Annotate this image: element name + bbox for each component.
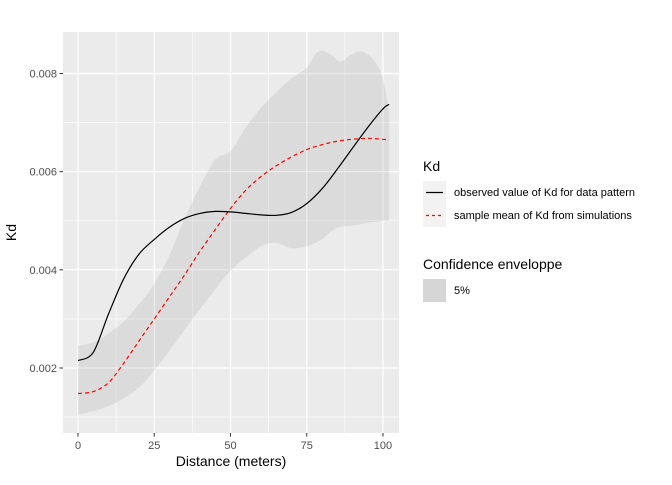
- legend-item-mean: sample mean of Kd from simulations: [423, 204, 668, 227]
- x-tick-label: 0: [75, 440, 81, 452]
- y-tick-label: 0.004: [29, 265, 57, 277]
- confidence-envelope-ribbon: [78, 50, 390, 415]
- x-tick-label: 75: [301, 440, 313, 452]
- legend-label-mean: sample mean of Kd from simulations: [454, 209, 632, 222]
- legend-item-observed: observed value of Kd for data pattern: [423, 181, 668, 204]
- x-tick-label: 50: [224, 440, 236, 452]
- observed-kd-line: [77, 103, 390, 362]
- x-tick-label: 100: [374, 440, 392, 452]
- legend-key-mean-line: [423, 204, 446, 227]
- x-axis-title: Distance (meters): [176, 453, 286, 469]
- legend-item-envelope: 5%: [423, 279, 668, 302]
- legend-gap: [423, 227, 668, 256]
- legend-key-envelope-swatch: [423, 279, 446, 302]
- legend-label-envelope: 5%: [454, 284, 470, 297]
- legend: Kd observed value of Kd for data pattern…: [423, 158, 668, 302]
- panel-layer: [63, 32, 399, 433]
- tick-layer: 0 25 50 75 100 0.002 0.004 0.006 0.008: [29, 68, 392, 452]
- y-tick-label: 0.002: [29, 363, 57, 375]
- legend-title-kd: Kd: [423, 158, 441, 174]
- y-tick-label: 0.008: [29, 68, 57, 80]
- x-tick-label: 25: [148, 440, 160, 452]
- legend-label-observed: observed value of Kd for data pattern: [454, 186, 636, 199]
- y-tick-label: 0.006: [29, 167, 57, 179]
- legend-key-observed-line: [423, 181, 446, 204]
- y-axis-title: Kd: [3, 224, 19, 241]
- legend-title-confidence: Confidence enveloppe: [423, 256, 563, 272]
- mean-kd-line: [77, 137, 390, 395]
